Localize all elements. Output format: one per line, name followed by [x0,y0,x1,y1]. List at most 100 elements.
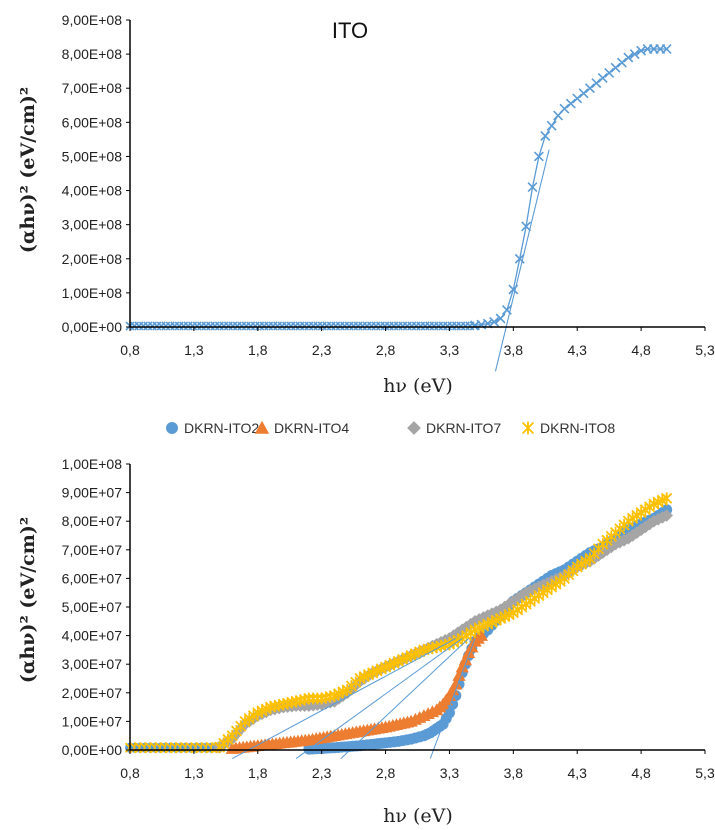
legend: DKRN-ITO2 DKRN-ITO4 DKRN-ITO7 DKRN-ITO8 [166,420,615,436]
y-tick-label: 1,00E+07 [62,713,123,729]
data-point [623,52,634,63]
y-tick-label: 3,00E+08 [62,217,123,233]
x-tick-label: 3,3 [440,765,460,781]
legend-item: DKRN-ITO2 [166,420,259,436]
data-point [521,421,535,435]
x-tick-label: 2,8 [376,342,396,358]
dkrn-axes: 0,00E+00 1,00E+07 2,00E+07 3,00E+07 4,00E+07… [62,456,715,781]
dkrn-plot-area [124,492,673,760]
x-tick-label: 4,3 [567,342,587,358]
data-point [591,78,602,89]
data-point [458,653,473,666]
data-point [597,73,608,83]
legend-item: DKRN-ITO7 [407,420,501,436]
y-tick-label: 9,00E+08 [62,12,123,28]
data-point [604,540,618,554]
x-tick-label: 0,8 [120,765,140,781]
y-tick-label: 0,00E+00 [62,319,123,335]
x-tick-label: 3,8 [504,765,524,781]
legend-label: DKRN-ITO4 [274,420,349,436]
tangent-line [494,149,550,372]
x-tick-label: 1,8 [248,765,268,781]
data-point [540,131,551,141]
x-tick-label: 3,3 [440,342,460,358]
data-point [600,543,614,557]
data-point [546,120,557,131]
data-point [489,316,500,327]
data-point [616,57,627,68]
y-tick-label: 1,00E+08 [62,285,123,301]
series-line [474,48,667,326]
chart-title: ITO [332,18,368,43]
y-tick-label: 3,00E+07 [62,656,123,672]
data-point [495,313,506,324]
x-axis-label: hν (eV) [383,375,453,397]
x-tick-label: 3,8 [504,342,524,358]
x-tick-label: 4,3 [567,765,587,781]
y-tick-label: 4,00E+08 [62,183,123,199]
data-point [660,509,673,522]
tangent-line [231,638,457,760]
data-point [407,421,421,435]
y-axis-label: (αhν)² (eV/cm)² [17,517,39,683]
y-tick-label: 6,00E+07 [62,570,123,586]
data-point [527,182,538,193]
x-tick-label: 4,8 [631,765,651,781]
tangent-line [295,638,463,759]
tangent-line [340,638,469,759]
x-tick-label: 5,3 [695,342,715,358]
data-point [521,221,532,232]
data-point [604,67,615,78]
y-tick-label: 7,00E+07 [62,542,123,558]
legend-item: DKRN-ITO8 [521,420,615,436]
y-tick-label: 1,00E+08 [62,456,123,472]
legend-label: DKRN-ITO7 [426,420,501,436]
ito-axes: 0,00E+00 1,00E+08 2,00E+08 3,00E+08 4,00E+08… [62,12,715,358]
data-point [634,523,648,537]
data-point [449,677,463,690]
data-point [254,420,270,434]
x-axis-label: hν (eV) [383,805,453,827]
y-tick-label: 0,00E+00 [62,742,123,758]
data-point [511,592,524,605]
data-point [565,98,576,109]
data-point [474,629,488,641]
x-tick-label: 2,8 [376,765,396,781]
data-point [585,83,595,94]
data-point [455,660,469,673]
data-point [460,620,473,634]
y-tick-label: 5,00E+07 [62,599,123,615]
data-point [515,589,529,602]
x-tick-label: 2,3 [312,765,332,781]
data-point [452,669,466,681]
data-point [572,93,583,104]
data-point [578,88,589,99]
y-tick-label: 8,00E+08 [62,46,123,62]
legend-label: DKRN-ITO8 [540,420,615,436]
x-tick-label: 4,8 [631,342,651,358]
data-point [533,151,544,162]
y-tick-label: 2,00E+07 [62,685,123,701]
y-axis-label: (αhν)² (eV/cm)² [17,87,39,253]
y-tick-label: 4,00E+07 [62,628,123,644]
x-tick-label: 1,3 [184,342,204,358]
data-point [559,103,570,114]
x-tick-label: 0,8 [120,342,140,358]
y-tick-label: 7,00E+08 [62,80,123,96]
data-point [661,492,673,505]
y-tick-label: 9,00E+07 [62,485,123,501]
legend-label: DKRN-ITO2 [184,420,259,436]
y-tick-label: 5,00E+08 [62,148,123,164]
data-point [514,253,525,264]
ito-chart: ITO 0,00E+00 1,00E+08 2,00E+08 3,00E+08 4,00… [17,12,715,397]
ito-plot-area [125,44,672,372]
y-tick-label: 6,00E+08 [62,114,123,130]
tangent-line [429,638,476,759]
data-point [507,594,520,608]
data-point [636,45,647,56]
x-tick-label: 1,8 [248,342,268,358]
legend-item: DKRN-ITO4 [254,420,349,436]
data-point [661,44,672,54]
data-point [610,62,621,73]
